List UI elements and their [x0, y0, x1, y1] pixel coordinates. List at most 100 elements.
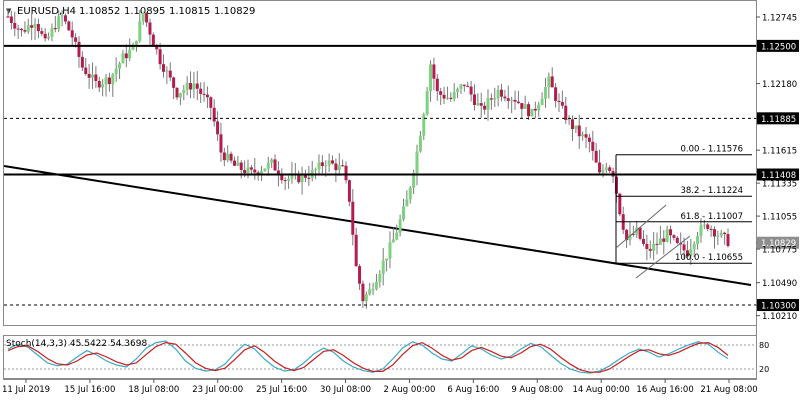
candle: [395, 224, 399, 241]
candle-body: [466, 85, 470, 87]
candle: [543, 77, 547, 108]
candle-body: [185, 83, 189, 90]
candle: [665, 225, 669, 243]
candle-body: [669, 229, 673, 236]
candle: [347, 179, 351, 207]
candle-body: [26, 25, 30, 32]
current-price-marker: [757, 236, 799, 249]
candle: [547, 72, 551, 99]
candle-body: [716, 235, 720, 237]
candle-body: [317, 162, 321, 170]
downtrend-line[interactable]: [3, 165, 752, 287]
candle: [520, 102, 524, 119]
candle: [696, 232, 700, 250]
menu-arrow-icon[interactable]: ▼: [6, 7, 12, 15]
candle: [368, 282, 372, 296]
candle-body: [50, 28, 54, 37]
y-tick-label: 1.12745: [762, 14, 797, 24]
candle: [283, 177, 287, 191]
candle: [151, 32, 155, 46]
candle-body: [432, 64, 436, 79]
candle-body: [33, 23, 37, 28]
y-tick-label: 1.11615: [762, 147, 797, 157]
candle-body: [662, 238, 666, 242]
candle-body: [520, 103, 524, 109]
candle-body: [118, 63, 122, 69]
candle: [567, 114, 571, 126]
candle-body: [101, 84, 105, 88]
candle: [199, 82, 203, 103]
candle: [523, 95, 527, 109]
channel-line-lower[interactable]: [635, 235, 691, 279]
x-tick-label: 9 Aug 08:00: [511, 385, 563, 395]
candle-body: [655, 243, 659, 245]
candle-body: [266, 162, 270, 169]
candle-body: [489, 98, 493, 100]
candle: [506, 85, 510, 109]
candle-body: [60, 15, 64, 17]
candle: [374, 274, 378, 291]
candle: [486, 89, 490, 121]
candle-body: [16, 28, 20, 30]
candle-body: [239, 162, 243, 171]
candle: [249, 165, 253, 175]
candle-body: [91, 74, 95, 78]
candle: [500, 83, 504, 102]
candle-body: [445, 97, 449, 99]
candle: [87, 64, 91, 89]
levels-layer[interactable]: [4, 44, 756, 306]
candle-body: [560, 102, 564, 106]
candle-body: [500, 89, 504, 97]
candle-body: [439, 91, 443, 95]
candle-body: [682, 244, 686, 251]
candle: [280, 168, 284, 184]
candle: [148, 18, 152, 45]
candle: [16, 24, 20, 39]
candle-body: [652, 243, 656, 251]
candle-body: [719, 232, 723, 236]
candle: [290, 162, 294, 184]
x-tick-label: 2 Aug 00:00: [384, 385, 436, 395]
candle: [669, 225, 673, 244]
candle: [13, 11, 17, 37]
open-price: 1.10852: [79, 6, 120, 17]
candle: [415, 144, 419, 186]
candle: [540, 92, 544, 106]
candle: [479, 92, 483, 118]
candle: [581, 131, 585, 141]
candle-body: [371, 289, 375, 291]
candle-body: [253, 169, 257, 173]
channel-line-upper[interactable]: [615, 204, 667, 249]
fibonacci-layer[interactable]: 0.00 - 1.11576 38.2 - 1.11224 61.8 - 1.110…: [615, 145, 752, 279]
level-price-marker: [757, 112, 799, 125]
candle-body: [205, 94, 209, 98]
level-price-marker: [757, 39, 799, 52]
candle-body: [70, 30, 74, 38]
candle: [226, 145, 230, 163]
x-tick-label: 23 Jul 00:00: [192, 385, 243, 395]
trendline-layer[interactable]: [3, 165, 752, 287]
candle-body: [523, 104, 527, 109]
high-price: 1.10895: [124, 6, 165, 17]
candle-body: [195, 83, 199, 89]
candle-body: [84, 67, 88, 74]
candle: [574, 125, 578, 134]
candle-body: [483, 105, 487, 110]
candle: [60, 10, 64, 27]
candle-body: [155, 45, 159, 50]
candle-body: [395, 232, 399, 240]
candle-body: [63, 15, 67, 22]
candle: [510, 96, 514, 114]
y-tick-label: 1.11335: [762, 180, 797, 190]
candle-body: [141, 12, 145, 22]
candle-body: [631, 233, 635, 235]
candle-body: [334, 163, 338, 171]
candle-body: [138, 21, 142, 41]
level-price-marker: [757, 299, 799, 312]
candle: [432, 57, 436, 91]
candle-body: [496, 89, 500, 99]
candle-body: [513, 99, 517, 102]
candle: [429, 60, 433, 102]
candle: [530, 108, 534, 117]
